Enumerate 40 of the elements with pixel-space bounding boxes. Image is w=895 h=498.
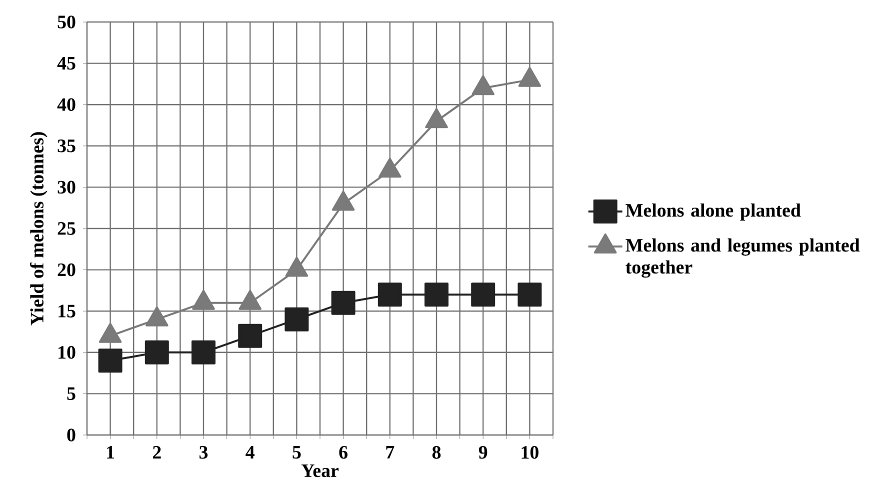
point <box>144 340 169 364</box>
y-tick-label: 15 <box>58 304 76 318</box>
y-tick-label: 30 <box>58 180 76 194</box>
x-tick-label: 10 <box>522 446 538 459</box>
point <box>425 108 448 128</box>
y-tick-label: 35 <box>58 140 76 152</box>
y-tick-label: 5 <box>67 387 76 400</box>
x-tick-label: 3 <box>199 446 208 459</box>
x-tick-label: 4 <box>246 446 254 458</box>
y-tick-label: 10 <box>58 346 76 359</box>
legend-label: Melons alone planted <box>626 203 801 221</box>
point <box>518 282 542 307</box>
x-tick-label: 5 <box>292 446 301 459</box>
y-tick-label: 45 <box>57 56 76 70</box>
x-tick-label: 9 <box>478 446 488 459</box>
y-tick-label: 25 <box>58 222 76 235</box>
point <box>98 348 122 373</box>
point <box>471 282 496 307</box>
y-tick-label: 50 <box>58 16 76 28</box>
point <box>284 307 309 332</box>
legend-label: Melons and legumes planted together <box>626 238 860 278</box>
x-tick-label: 2 <box>152 446 161 459</box>
point <box>332 190 355 211</box>
point <box>238 324 262 348</box>
point <box>518 66 542 87</box>
point <box>378 158 402 178</box>
x-axis-title: Year <box>301 464 339 478</box>
point <box>424 282 448 307</box>
y-tick-label: 20 <box>58 263 76 276</box>
point <box>378 282 402 307</box>
y-tick-label: 40 <box>57 98 76 111</box>
point <box>192 340 216 364</box>
y-axis-title: Yield of melons (tonnes) <box>30 132 48 326</box>
point <box>472 75 494 96</box>
x-tick-label: 6 <box>339 446 348 459</box>
x-tick-label: 1 <box>107 446 114 459</box>
x-tick-label: 8 <box>432 446 441 459</box>
x-tick-label: 7 <box>386 446 394 458</box>
point <box>331 290 356 315</box>
y-tick-label: 0 <box>67 428 76 442</box>
